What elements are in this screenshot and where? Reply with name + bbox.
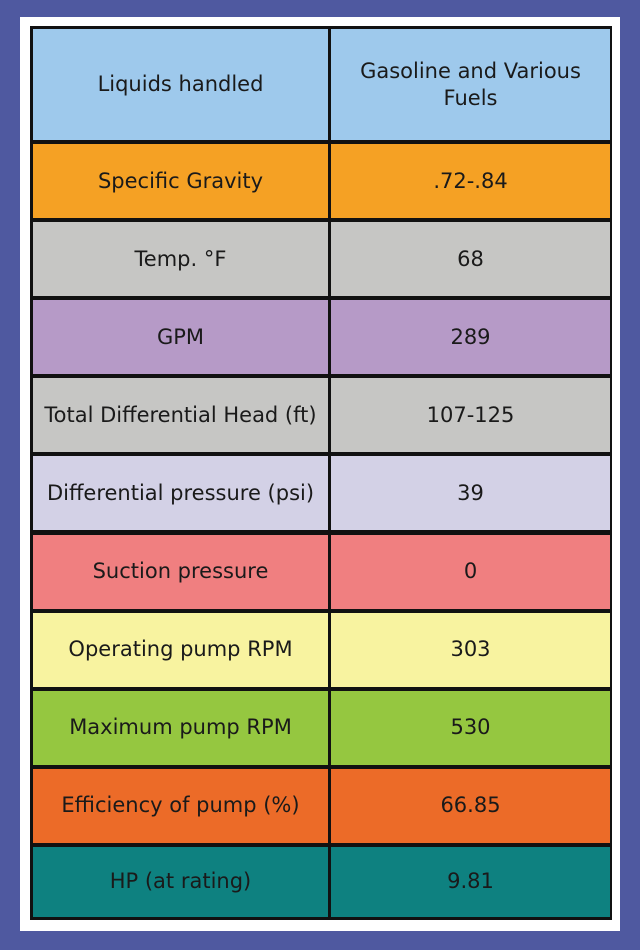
value-gpm: 289 bbox=[331, 300, 610, 375]
label-hp-at-rating: HP (at rating) bbox=[33, 846, 328, 917]
value-efficiency-of-pump: 66.85 bbox=[331, 768, 610, 843]
table-frame: Liquids handled Gasoline and Various Fue… bbox=[20, 17, 620, 931]
label-operating-pump-rpm: Operating pump RPM bbox=[33, 612, 328, 687]
value-specific-gravity: .72-.84 bbox=[331, 144, 610, 219]
label-suction-pressure: Suction pressure bbox=[33, 534, 328, 609]
label-efficiency-of-pump: Efficiency of pump (%) bbox=[33, 768, 328, 843]
value-operating-pump-rpm: 303 bbox=[331, 612, 610, 687]
value-temperature: 68 bbox=[331, 222, 610, 297]
value-differential-pressure: 39 bbox=[331, 456, 610, 531]
label-maximum-pump-rpm: Maximum pump RPM bbox=[33, 690, 328, 765]
label-gpm: GPM bbox=[33, 300, 328, 375]
value-total-differential-head: 107-125 bbox=[331, 378, 610, 453]
pump-spec-table: Liquids handled Gasoline and Various Fue… bbox=[30, 26, 612, 920]
label-temperature: Temp. °F bbox=[33, 222, 328, 297]
value-suction-pressure: 0 bbox=[331, 534, 610, 609]
label-liquids-handled: Liquids handled bbox=[33, 29, 328, 140]
label-differential-pressure: Differential pressure (psi) bbox=[33, 456, 328, 531]
value-maximum-pump-rpm: 530 bbox=[331, 690, 610, 765]
value-liquids-handled: Gasoline and Various Fuels bbox=[331, 29, 610, 140]
label-total-differential-head: Total Differential Head (ft) bbox=[33, 378, 328, 453]
label-specific-gravity: Specific Gravity bbox=[33, 144, 328, 219]
value-hp-at-rating: 9.81 bbox=[331, 846, 610, 917]
